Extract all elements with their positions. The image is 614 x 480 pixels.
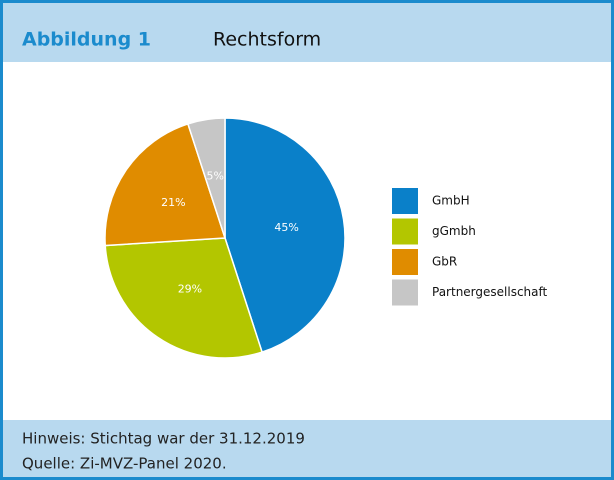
footer-band xyxy=(3,420,611,477)
note: Hinweis: Stichtag war der 31.12.2019 xyxy=(22,430,305,448)
legend-label: gGmbh xyxy=(432,224,476,238)
header-band xyxy=(3,3,611,62)
legend: GmbH gGmbh GbR Partnergesellschaft xyxy=(392,188,548,306)
pie-slice xyxy=(186,117,226,239)
legend-swatch xyxy=(392,218,418,245)
slice-label: 21% xyxy=(161,196,185,209)
legend-label: GbR xyxy=(432,255,457,269)
pie: 45% 29% 21% 5% xyxy=(104,117,346,359)
source: Quelle: Zi-MVZ-Panel 2020. xyxy=(22,455,227,473)
slice-label: 45% xyxy=(274,221,298,234)
legend-label: GmbH xyxy=(432,194,470,208)
legend-swatch xyxy=(392,279,418,306)
slice-label: 5% xyxy=(207,169,224,182)
legend-label: Partnergesellschaft xyxy=(432,285,548,299)
pie-slice xyxy=(104,122,227,247)
figure-label: Abbildung 1 xyxy=(22,29,151,51)
legend-swatch xyxy=(392,249,418,275)
legend-swatch xyxy=(392,188,418,214)
pie-slice xyxy=(224,117,346,354)
slice-label: 29% xyxy=(178,283,202,296)
chart-title: Rechtsform xyxy=(213,29,321,51)
pie-slice xyxy=(104,237,264,359)
